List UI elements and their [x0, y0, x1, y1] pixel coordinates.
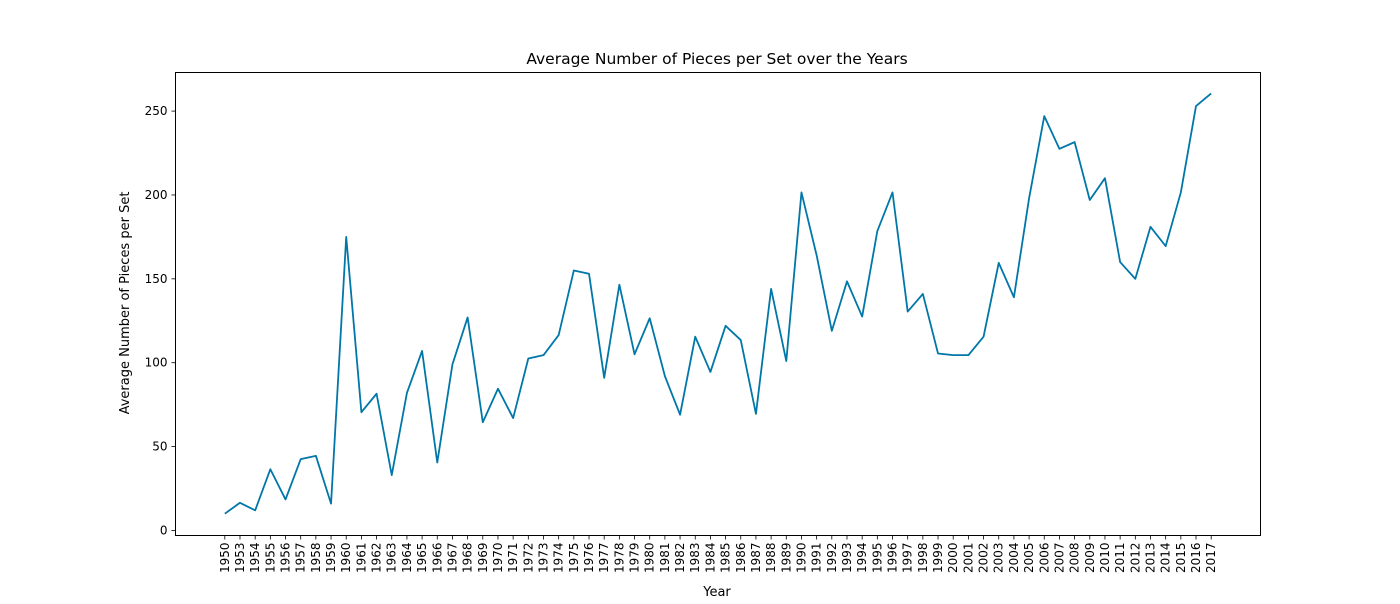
x-tick-label: 1962 — [370, 543, 384, 574]
y-tick-label: 50 — [152, 440, 167, 454]
x-tick-label: 1975 — [567, 543, 581, 574]
y-tick-label: 250 — [145, 104, 168, 118]
y-axis-label: Average Number of Pieces per Set — [118, 192, 133, 415]
x-tick-label: 1960 — [339, 543, 353, 574]
x-tick-label: 1956 — [279, 543, 293, 574]
x-axis-label: Year — [702, 585, 731, 600]
x-tick-label: 1965 — [415, 543, 429, 574]
x-tick-label: 1971 — [506, 543, 520, 574]
x-tick-label: 1985 — [719, 543, 733, 574]
axes-frame — [176, 73, 1261, 536]
x-tick-label: 1996 — [886, 543, 900, 574]
x-tick-label: 1959 — [324, 543, 338, 574]
x-tick-label: 2002 — [977, 543, 991, 574]
x-tick-label: 2011 — [1113, 543, 1127, 574]
x-tick-label: 1950 — [218, 543, 232, 574]
y-axis: 0 50 100 150 200 250 — [145, 104, 176, 537]
chart-title: Average Number of Pieces per Set over th… — [526, 50, 907, 68]
series-line — [225, 93, 1211, 513]
x-tick-label: 1979 — [628, 543, 642, 574]
x-tick-label: 2013 — [1143, 543, 1157, 574]
x-tick-label: 1984 — [703, 543, 717, 574]
x-tick-label: 1992 — [825, 543, 839, 574]
x-tick-label: 1991 — [810, 543, 824, 574]
x-tick-label: 2016 — [1189, 543, 1203, 574]
x-tick-label: 1954 — [248, 543, 262, 574]
x-tick-label: 1977 — [597, 543, 611, 574]
plot-area — [225, 93, 1211, 513]
y-tick-label: 100 — [145, 356, 168, 370]
x-tick-label: 1963 — [385, 543, 399, 574]
x-tick-label: 1990 — [794, 543, 808, 574]
x-tick-label: 1973 — [536, 543, 550, 574]
y-tick-label: 200 — [145, 188, 168, 202]
x-tick-label: 1966 — [430, 543, 444, 574]
x-tick-label: 1993 — [840, 543, 854, 574]
x-tick-label: 1968 — [461, 543, 475, 574]
x-tick-label: 1981 — [658, 543, 672, 574]
x-tick-label: 1964 — [400, 543, 414, 574]
x-tick-label: 1987 — [749, 543, 763, 574]
x-tick-label: 1989 — [779, 543, 793, 574]
x-tick-label: 1988 — [764, 543, 778, 574]
x-tick-label: 1955 — [263, 543, 277, 574]
x-tick-label: 2004 — [1007, 543, 1021, 574]
x-tick-label: 2012 — [1128, 543, 1142, 574]
x-tick-label: 2001 — [961, 543, 975, 574]
x-tick-label: 1998 — [916, 543, 930, 574]
x-tick-label: 2003 — [992, 543, 1006, 574]
y-tick-label: 150 — [145, 272, 168, 286]
x-tick-label: 1994 — [855, 543, 869, 574]
x-tick-label: 1953 — [233, 543, 247, 574]
x-tick-label: 2000 — [946, 543, 960, 574]
x-tick-label: 2005 — [1022, 543, 1036, 574]
x-tick-label: 1970 — [491, 543, 505, 574]
x-tick-label: 1969 — [476, 543, 490, 574]
x-tick-label: 2015 — [1174, 543, 1188, 574]
x-tick-label: 2008 — [1068, 543, 1082, 574]
x-tick-label: 1983 — [688, 543, 702, 574]
x-tick-label: 1957 — [294, 543, 308, 574]
x-tick-label: 1976 — [582, 543, 596, 574]
x-tick-label: 1980 — [643, 543, 657, 574]
x-tick-label: 1974 — [552, 543, 566, 574]
x-tick-label: 1967 — [445, 543, 459, 574]
x-tick-label: 2017 — [1204, 543, 1218, 574]
x-tick-label: 1972 — [521, 543, 535, 574]
x-tick-label: 1958 — [309, 543, 323, 574]
x-tick-label: 1961 — [354, 543, 368, 574]
x-tick-label: 2010 — [1098, 543, 1112, 574]
x-tick-label: 1995 — [870, 543, 884, 574]
x-tick-label: 1986 — [734, 543, 748, 574]
x-tick-label: 1997 — [901, 543, 915, 574]
x-tick-label: 2006 — [1037, 543, 1051, 574]
x-tick-label: 1982 — [673, 543, 687, 574]
x-tick-label: 2007 — [1052, 543, 1066, 574]
x-tick-label: 2009 — [1083, 543, 1097, 574]
y-tick-label: 0 — [160, 523, 168, 537]
x-tick-label: 2014 — [1159, 543, 1173, 574]
x-tick-label: 1978 — [612, 543, 626, 574]
x-tick-label: 1999 — [931, 543, 945, 574]
